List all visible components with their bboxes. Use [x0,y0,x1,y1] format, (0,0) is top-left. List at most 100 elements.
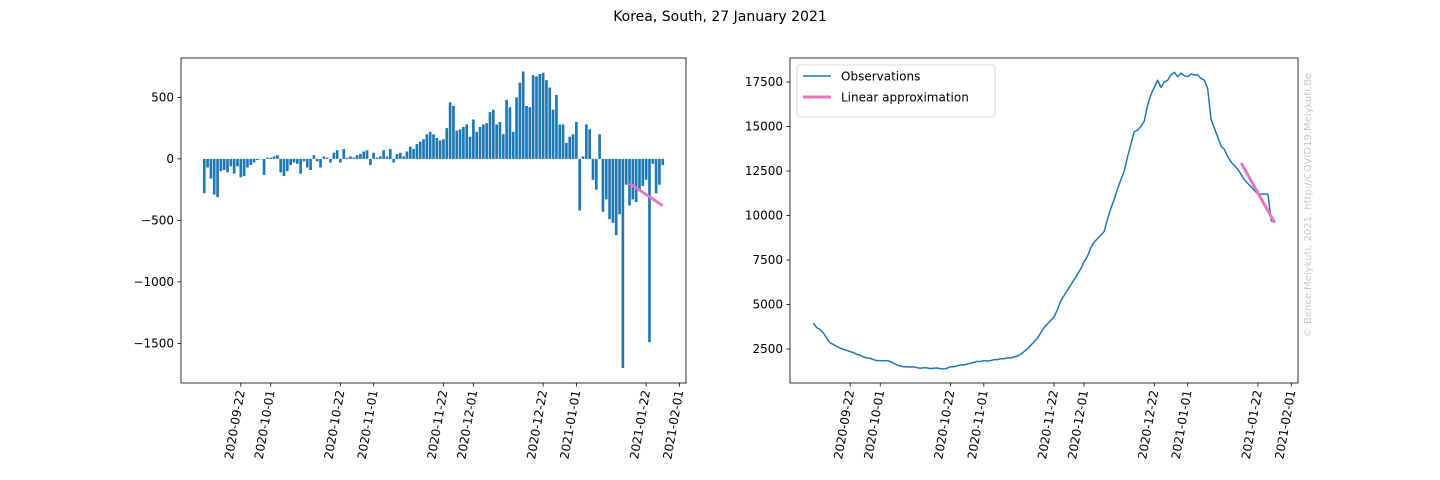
bar [242,158,246,177]
bar [339,158,342,163]
bar [491,109,495,159]
bar [285,158,289,172]
bar [302,158,306,162]
bar [246,158,249,168]
bar [618,158,621,215]
bar [325,157,329,159]
bar [282,158,286,177]
legend-box [796,64,996,118]
y-tick-label: 5000 [752,298,783,312]
watermark: © Bence Melykuti, 2021. http://COVID19.M… [1303,73,1314,337]
bar [568,136,572,159]
bar [279,158,282,173]
bar [395,153,399,159]
bar [425,134,429,159]
bar [355,155,359,159]
bar [388,149,392,159]
bar [468,136,472,159]
x-tick-label: 2021-01-22 [627,389,653,460]
bar [515,97,518,159]
x-tick-label: 2020-12-01 [454,389,480,460]
bar [385,156,389,159]
bar [628,158,631,206]
legend-label: Linear approximation [841,91,969,105]
bar [591,158,595,180]
bar [212,158,216,195]
bar [219,158,223,172]
bar [342,149,346,159]
bar [232,158,236,174]
bar [365,150,369,159]
bar [372,152,376,159]
bar [362,151,366,159]
bar [249,158,253,166]
bar [561,124,565,159]
bar [651,158,655,164]
bar [604,158,608,200]
y-tick-label: −500 [141,213,174,227]
bar [295,158,299,164]
y-tick-label: 500 [151,90,174,104]
x-tick-label: 2021-02-01 [660,389,686,460]
bar [455,130,459,159]
bar [571,134,575,159]
bar [276,155,279,159]
bar [608,158,611,220]
bar [551,109,555,159]
bar [485,123,488,159]
bar [644,158,648,180]
x-tick-label: 2020-10-01 [861,389,887,460]
x-tick-label: 2020-12-22 [1135,389,1161,460]
bar [209,158,213,179]
bar [498,121,502,159]
bar [472,119,475,159]
x-tick-label: 2021-01-01 [1169,389,1195,460]
bar [442,139,445,159]
bar [631,158,635,200]
axes-frame [180,57,687,384]
bar [312,155,316,159]
bar [418,141,422,159]
bar [415,144,419,159]
bar [614,158,618,236]
bar [654,158,658,194]
y-tick-label: −1500 [133,336,174,350]
bar [528,107,532,159]
bar [501,134,505,159]
x-tick-label: 2020-11-01 [965,389,991,460]
bar [319,158,322,168]
bar [305,158,309,168]
figure-title: Korea, South, 27 January 2021 [613,9,827,25]
x-tick-label: 2020-12-01 [1065,389,1091,460]
bar [624,158,628,185]
bar [621,158,625,368]
y-tick-label: 2500 [752,342,783,356]
bar [382,150,385,159]
bar [259,158,263,160]
x-tick-label: 2020-11-01 [355,389,381,460]
legend-label: Observations [841,70,920,84]
bar [518,82,522,159]
x-tick-label: 2020-11-22 [425,389,451,460]
y-tick-label: 10000 [745,209,783,223]
x-tick-label: 2021-02-01 [1272,389,1298,460]
bar [548,87,552,159]
y-tick-label: 7500 [752,253,783,267]
bar [345,157,349,159]
bar [349,156,352,159]
bar [262,158,266,175]
bar [488,112,492,159]
bar [525,105,528,159]
bar [558,124,562,159]
bar [588,129,591,159]
bar [229,158,233,167]
bar [535,76,538,159]
x-tick-label: 2020-11-22 [1035,389,1061,460]
bar [565,142,568,159]
y-tick-label: 17500 [745,75,783,89]
bar [508,107,512,159]
bar [641,158,645,186]
bar [581,156,585,159]
